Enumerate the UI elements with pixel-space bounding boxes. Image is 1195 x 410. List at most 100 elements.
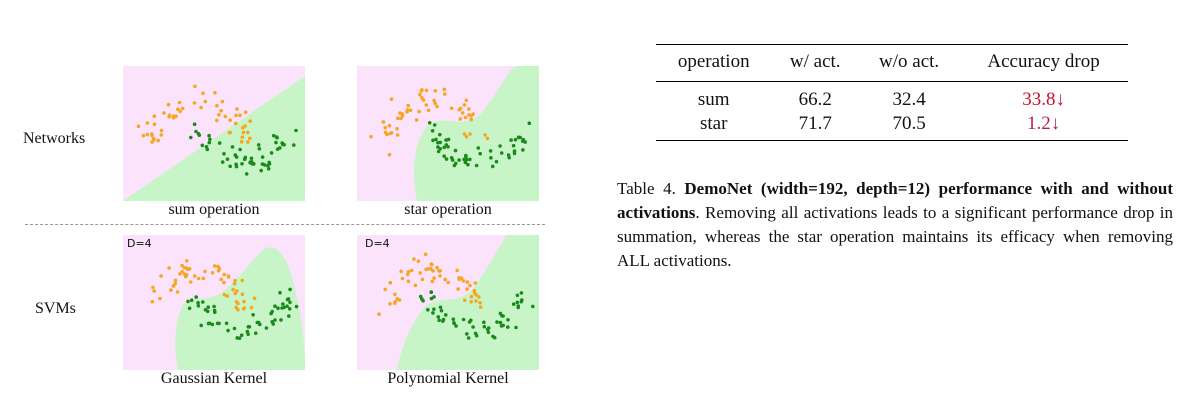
- scatter-point-a: [478, 301, 482, 305]
- scatter-point-a: [449, 106, 454, 111]
- header-operation: operation: [677, 51, 750, 72]
- scatter-point-b: [294, 128, 298, 133]
- scatter-point-a: [241, 130, 246, 135]
- scatter-class-a: [369, 87, 490, 157]
- scatter-point-a: [152, 137, 156, 142]
- scatter-point-a: [455, 268, 459, 273]
- scatter-point-a: [446, 280, 450, 285]
- scatter-point-a: [210, 271, 215, 275]
- scatter-point-b: [256, 143, 261, 147]
- scatter-point-a: [464, 98, 469, 103]
- scatter-point-b: [285, 304, 289, 308]
- scatter-point-a: [203, 269, 207, 274]
- scatter-point-a: [176, 107, 180, 111]
- scatter-point-b: [488, 149, 493, 153]
- caption-body: . Removing all activations leads to a si…: [617, 203, 1173, 270]
- scatter-point-a: [468, 283, 472, 288]
- scatter-point-a: [232, 281, 237, 286]
- scatter-point-b: [468, 157, 472, 162]
- scatter-point-a: [159, 133, 164, 137]
- scatter-point-b: [432, 307, 436, 311]
- scatter-point-b: [506, 325, 510, 329]
- scatter-point-a: [136, 124, 141, 129]
- scatter-point-a: [418, 92, 422, 97]
- scatter-point-b: [511, 302, 516, 306]
- scatter-point-b: [288, 287, 292, 292]
- scatter-point-b: [194, 295, 198, 299]
- scatter-point-a: [460, 111, 465, 115]
- scatter-point-b: [281, 142, 285, 147]
- scatter-point-a: [381, 120, 386, 124]
- scatter-point-b: [516, 135, 521, 140]
- scatter-point-b: [245, 329, 250, 334]
- scatter-point-b: [207, 133, 211, 138]
- scatter-point-a: [419, 89, 423, 93]
- cell-operation: star: [699, 113, 728, 134]
- header-with-act: w/ act.: [789, 51, 841, 72]
- scatter-point-a: [180, 263, 184, 268]
- scatter-point-a: [236, 308, 240, 312]
- scatter-point-a: [432, 276, 436, 280]
- scatter-point-b: [513, 137, 518, 142]
- table-row: sum 66.2 32.4 33.8↓: [656, 82, 1128, 113]
- scatter-point-b: [201, 300, 205, 304]
- scatter-point-a: [477, 295, 481, 299]
- scatter-class-b: [189, 122, 298, 176]
- scatter-point-b: [499, 151, 504, 155]
- scatter-point-b: [210, 322, 215, 327]
- scatter-point-a: [152, 114, 157, 118]
- scatter-point-a: [152, 289, 156, 293]
- scatter-point-b: [234, 155, 239, 159]
- scatter-point-a: [369, 134, 373, 139]
- scatter-point-b: [464, 155, 468, 159]
- scatter-point-b: [255, 320, 260, 325]
- scatter-point-b: [199, 323, 203, 328]
- scatter-point-a: [234, 121, 238, 126]
- scatter-point-b: [246, 332, 250, 337]
- scatter-point-a: [433, 101, 437, 105]
- scatter-point-a: [150, 299, 155, 304]
- scatter-point-a: [443, 277, 447, 282]
- scatter-point-b: [494, 159, 499, 164]
- scatter-point-b: [521, 137, 526, 142]
- scatter-point-a: [409, 268, 414, 273]
- scatter-point-b: [228, 164, 232, 169]
- scatter-point-b: [431, 311, 435, 315]
- scatter-point-b: [292, 143, 296, 147]
- scatter-point-a: [252, 296, 257, 301]
- scatter-point-a: [408, 108, 413, 112]
- scatter-point-b: [515, 300, 520, 305]
- scatter-point-a: [483, 133, 487, 137]
- scatter-point-a: [395, 126, 399, 131]
- scatter-point-a: [243, 124, 247, 128]
- scatter-point-b: [473, 331, 478, 336]
- scatter-point-b: [247, 325, 252, 329]
- scatter-point-b: [516, 305, 520, 310]
- scatter-point-a: [150, 140, 154, 144]
- scatter-point-b: [531, 304, 535, 309]
- scatter-point-a: [158, 296, 162, 301]
- header-accuracy-drop: Accuracy drop: [987, 51, 1100, 72]
- scatter-point-b: [238, 147, 242, 152]
- scatter-point-a: [469, 294, 474, 299]
- scatter-point-a: [433, 89, 438, 93]
- scatter-point-b: [498, 144, 502, 148]
- scatter-point-a: [395, 133, 400, 137]
- scatter-point-b: [444, 313, 448, 317]
- scatter-point-b: [463, 160, 468, 165]
- scatter-point-b: [452, 321, 456, 326]
- scatter-point-b: [501, 323, 505, 328]
- scatter-point-b: [442, 145, 446, 150]
- scatter-point-a: [389, 97, 394, 101]
- scatter-point-b: [434, 137, 438, 142]
- scatter-point-b: [439, 308, 444, 313]
- scatter-point-b: [273, 304, 277, 308]
- scatter-point-b: [512, 151, 517, 156]
- scatter-point-a: [248, 136, 252, 141]
- scatter-point-a: [474, 299, 478, 303]
- scatter-point-b: [465, 332, 469, 336]
- scatter-point-b: [467, 320, 472, 324]
- scatter-point-a: [249, 305, 254, 310]
- scatter-point-b: [206, 305, 210, 309]
- scatter-point-a: [467, 113, 471, 117]
